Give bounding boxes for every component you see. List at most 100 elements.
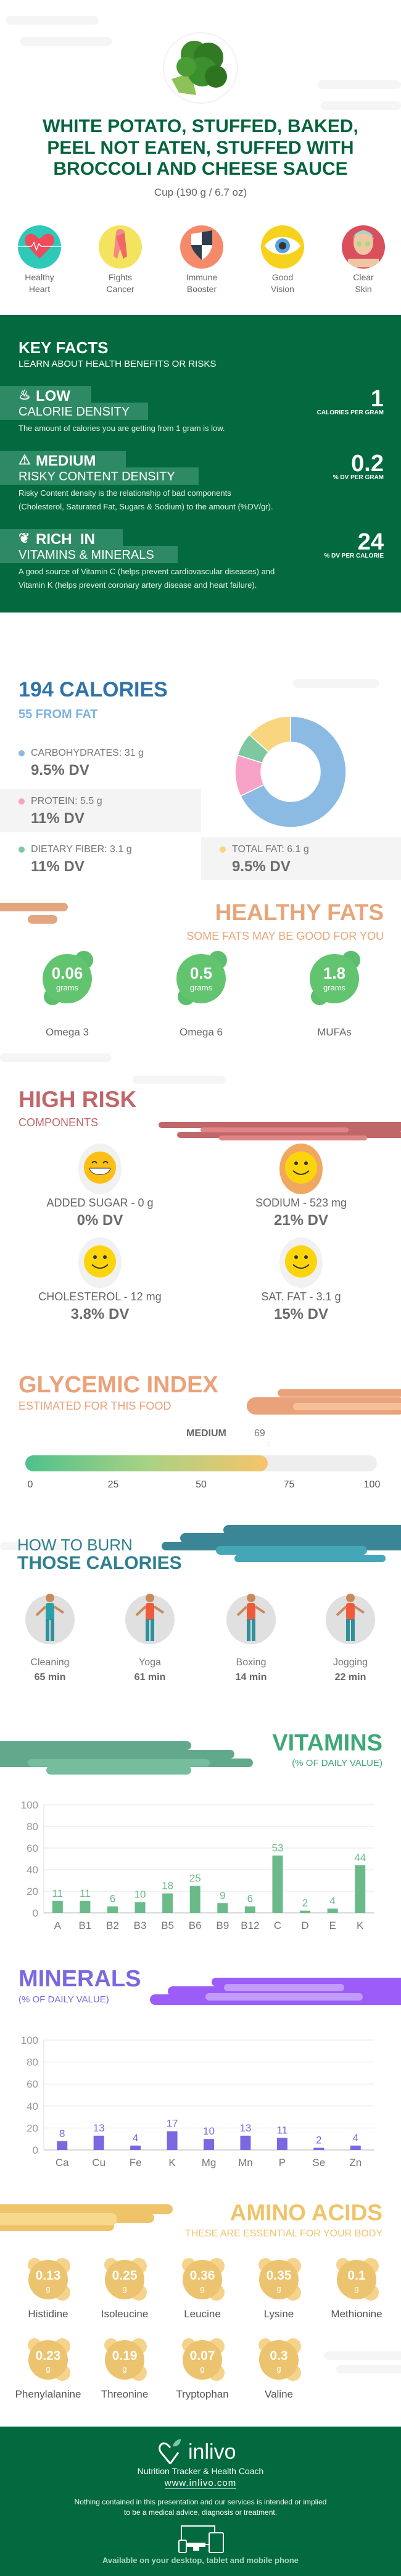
food-title-line: PEEL NOT EATEN, STUFFED WITH — [47, 138, 354, 158]
amino-unit: g — [122, 2364, 127, 2373]
fat-unit: grams — [56, 983, 79, 992]
amino-unit: g — [46, 2364, 51, 2373]
data-label: 4 — [133, 2132, 138, 2144]
legend-dot — [19, 798, 25, 805]
y-tick-label: 100 — [21, 1799, 38, 1811]
fact-description: The amount of calories you are getting f… — [19, 424, 225, 433]
fact-label-box — [0, 467, 199, 485]
amino-amount: 0.23 — [35, 2349, 61, 2363]
fact-unit: % DV PER CALORIE — [324, 553, 384, 559]
benefit-healthy-icon-badge — [18, 225, 61, 269]
amino-label: Tryptophan — [176, 2388, 229, 2400]
macro-dv: 11% DV — [31, 810, 85, 827]
food-title-line: WHITE POTATO, STUFFED, BAKED, — [43, 116, 358, 136]
benefit-good-icon-badge — [261, 225, 304, 269]
key-facts-subtitle: LEARN ABOUT HEALTH BENEFITS OR RISKS — [19, 359, 217, 369]
amino-unit: g — [122, 2284, 127, 2293]
fact-description: (Cholesterol, Saturated Fat, Sugars & So… — [19, 502, 273, 511]
amino-amount-badge — [259, 2340, 299, 2380]
decoration — [318, 80, 401, 89]
benefit-label: Booster — [186, 284, 217, 294]
amino-unit: g — [276, 2364, 281, 2373]
activity-label: Jogging — [333, 1657, 368, 1668]
fact-level-box — [0, 529, 123, 546]
brand-name: inlivo — [188, 2440, 236, 2464]
x-tick-label: B1 — [78, 1920, 91, 1931]
fat-unit: grams — [189, 983, 213, 992]
activity-time: 65 min — [34, 1672, 66, 1683]
bar-B6 — [189, 1886, 200, 1913]
url-wrap: www.inlivo.com — [0, 2478, 401, 2489]
amino-amount: 0.07 — [189, 2349, 215, 2363]
macro-label: CARBOHYDRATES: 31 g — [31, 748, 144, 758]
activity-badge — [125, 1593, 175, 1644]
bar-C — [272, 1855, 283, 1913]
risk-dv: 21% DV — [273, 1212, 329, 1229]
data-label: 9 — [220, 1889, 225, 1901]
glycemic-fill — [25, 1455, 268, 1471]
fact-value: 1 — [370, 386, 384, 412]
y-tick-label: 0 — [33, 2144, 38, 2156]
activity-badge — [326, 1593, 375, 1644]
amino-title: AMINO ACIDS — [229, 2200, 382, 2225]
devices-icon — [178, 2525, 224, 2553]
data-label: 4 — [353, 2132, 358, 2144]
amino-amount-badge — [183, 2260, 222, 2299]
fact-value: 24 — [357, 529, 384, 555]
fact-label-box — [0, 403, 148, 420]
amino-label: Methionine — [331, 2308, 382, 2320]
decoration — [0, 2213, 117, 2225]
activity-label: Yoga — [139, 1657, 161, 1668]
glycemic-scale-label: 100 — [363, 1479, 381, 1490]
website-link[interactable]: www.inlivo.com — [164, 2478, 237, 2489]
benefit-label: Heart — [28, 284, 51, 294]
risk-indicator — [279, 1144, 323, 1194]
bar-P — [276, 2138, 287, 2150]
benefit-label: Cancer — [106, 284, 134, 294]
yoga-person-icon — [131, 1591, 168, 1649]
glycemic-track — [25, 1455, 377, 1471]
amino-amount-badge — [105, 2340, 144, 2380]
y-tick-label: 40 — [27, 1864, 38, 1876]
amino-unit: g — [276, 2284, 281, 2293]
x-tick-label: E — [329, 1920, 336, 1931]
amino-unit: g — [200, 2364, 205, 2373]
data-label: 53 — [271, 1842, 283, 1854]
protein-panel — [0, 789, 201, 832]
data-label: 17 — [167, 2118, 178, 2130]
benefit-immune-icon-badge — [180, 225, 223, 269]
availability-note: Available on your desktop, tablet and mo… — [102, 2556, 299, 2565]
glycemic-level: MEDIUM — [186, 1428, 226, 1439]
macro-label: DIETARY FIBER: 3.1 g — [31, 844, 132, 855]
data-label: 11 — [52, 1888, 63, 1899]
decoration — [6, 16, 99, 25]
decoration — [0, 903, 68, 911]
fat-label: Omega 6 — [180, 1026, 223, 1038]
x-tick-label: Mn — [238, 2157, 253, 2168]
benefit-label: Vision — [271, 284, 294, 294]
amino-subtitle: THESE ARE ESSENTIAL FOR YOUR BODY — [184, 2228, 382, 2239]
fact-description: A good source of Vitamin C (helps preven… — [19, 567, 275, 576]
glycemic-scale-label: 0 — [27, 1479, 33, 1490]
fact-value: 0.2 — [351, 451, 384, 477]
x-tick-label: Zn — [349, 2157, 362, 2168]
amino-amount-badge — [183, 2340, 222, 2380]
fat-label: Omega 3 — [46, 1026, 89, 1038]
data-label: 11 — [277, 2124, 288, 2136]
fat-amount: 0.5 — [189, 964, 213, 982]
bar-D — [300, 1910, 311, 1913]
decoration — [224, 1984, 344, 1991]
x-tick-label: B2 — [106, 1920, 119, 1931]
bar-K — [167, 2131, 178, 2150]
bar-Cu — [93, 2135, 104, 2150]
data-label: 25 — [189, 1872, 201, 1884]
amino-amount: 0.36 — [189, 2269, 215, 2283]
glycemic-subtitle: ESTIMATED FOR THIS FOOD — [19, 1400, 172, 1412]
y-tick-label: 60 — [27, 1842, 38, 1854]
macro-dv: 11% DV — [31, 858, 85, 875]
amino-label: Threonine — [101, 2388, 149, 2400]
macro-label: TOTAL FAT: 6.1 g — [232, 844, 309, 855]
footer — [0, 2427, 401, 2576]
x-tick-label: Ca — [56, 2157, 69, 2168]
amino-amount-badge — [259, 2260, 299, 2299]
